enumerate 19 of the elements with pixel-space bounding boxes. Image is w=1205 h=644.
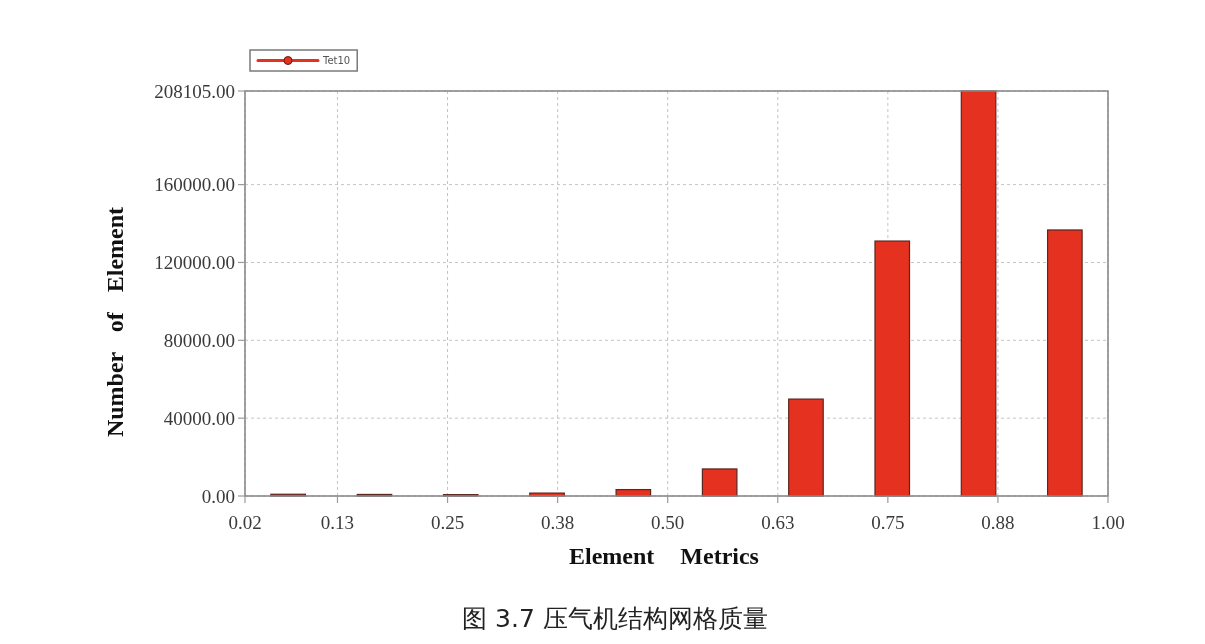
y-tick-label: 208105.00 bbox=[154, 80, 235, 102]
x-tick-label: 0.25 bbox=[430, 511, 465, 533]
y-tick-label: 160000.00 bbox=[154, 174, 235, 196]
y-tick-label: 80000.00 bbox=[163, 329, 235, 351]
x-tick-label: 1.00 bbox=[1091, 511, 1125, 533]
x-tick-label: 0.38 bbox=[540, 511, 575, 533]
x-tick-label: 0.50 bbox=[651, 511, 685, 533]
x-axis-title: Element Metrics bbox=[569, 543, 759, 569]
y-axis-title: Number of Element bbox=[102, 206, 128, 438]
y-tick-label: 0.00 bbox=[201, 485, 235, 507]
caption: 图 3.7 压气机结构网格质量 bbox=[462, 603, 768, 633]
x-tick-label: 0.13 bbox=[320, 511, 355, 533]
y-tick-label: 40000.00 bbox=[163, 407, 235, 429]
x-tick-label: 0.02 bbox=[228, 511, 262, 533]
x-tick-label: 0.75 bbox=[871, 511, 905, 533]
x-tick-label: 0.63 bbox=[761, 511, 795, 533]
y-tick-label: 120000.00 bbox=[154, 251, 235, 273]
legend: Tet10 bbox=[249, 49, 358, 72]
x-tick-label: 0.88 bbox=[981, 511, 1015, 533]
